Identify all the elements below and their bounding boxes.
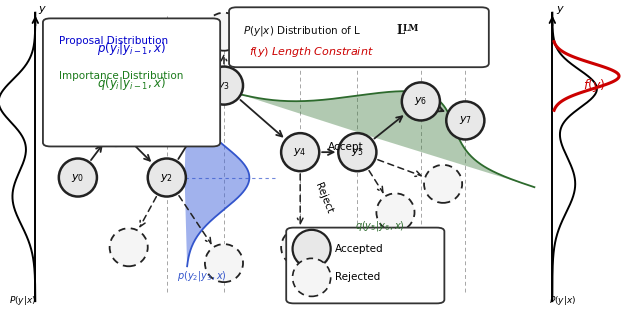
Text: LM: LM [403,24,419,33]
Ellipse shape [109,228,148,266]
Text: $p(y_2|y_3, x)$: $p(y_2|y_3, x)$ [177,269,227,283]
Text: $y_1$: $y_1$ [109,121,122,133]
Text: $y_6$: $y_6$ [414,95,428,107]
Text: $y_7$: $y_7$ [459,114,472,126]
Ellipse shape [148,158,186,197]
Ellipse shape [205,244,243,282]
Text: $q(y_i|y_{i-1}, x)$: $q(y_i|y_{i-1}, x)$ [97,75,166,92]
Ellipse shape [281,228,319,266]
Ellipse shape [97,108,135,146]
Ellipse shape [402,82,440,120]
Text: $y_5$: $y_5$ [351,146,364,158]
Polygon shape [239,91,534,187]
Ellipse shape [281,133,319,171]
Text: L: L [396,24,404,37]
Ellipse shape [424,165,462,203]
Ellipse shape [205,13,243,51]
Ellipse shape [205,67,243,105]
Text: Importance Distribution: Importance Distribution [59,71,183,81]
Ellipse shape [446,101,484,139]
Text: $y_3$: $y_3$ [218,80,230,92]
Text: $P(y|x)$: $P(y|x)$ [9,294,36,307]
Text: Rejected: Rejected [335,272,380,282]
Text: $y_2$: $y_2$ [160,171,173,184]
Text: $P(y|x)$ Distribution of L: $P(y|x)$ Distribution of L [243,24,361,38]
Ellipse shape [59,158,97,197]
Polygon shape [184,89,250,266]
Text: $y$: $y$ [38,4,47,16]
Text: Accepted: Accepted [335,244,384,254]
Text: Accept: Accept [328,142,363,152]
FancyBboxPatch shape [286,228,444,303]
FancyBboxPatch shape [43,18,220,146]
Text: $f(y)$ Length Constraint: $f(y)$ Length Constraint [250,45,374,59]
FancyBboxPatch shape [229,7,489,67]
Text: $p(y_i|y_{i-1}, x)$: $p(y_i|y_{i-1}, x)$ [97,40,166,57]
Text: $y$: $y$ [556,4,564,16]
Ellipse shape [376,193,415,231]
Text: Reject: Reject [313,181,334,215]
Text: $y_0$: $y_0$ [71,171,84,184]
Text: $q(y_5|y_6, x)$: $q(y_5|y_6, x)$ [355,219,404,233]
Text: $P(y|x)$: $P(y|x)$ [549,294,577,307]
Ellipse shape [292,230,331,268]
Ellipse shape [339,133,376,171]
Text: $y_4$: $y_4$ [294,146,307,158]
Text: $f(y)$: $f(y)$ [583,77,605,94]
Text: Proposal Distribution: Proposal Distribution [59,36,168,47]
Ellipse shape [292,258,331,296]
